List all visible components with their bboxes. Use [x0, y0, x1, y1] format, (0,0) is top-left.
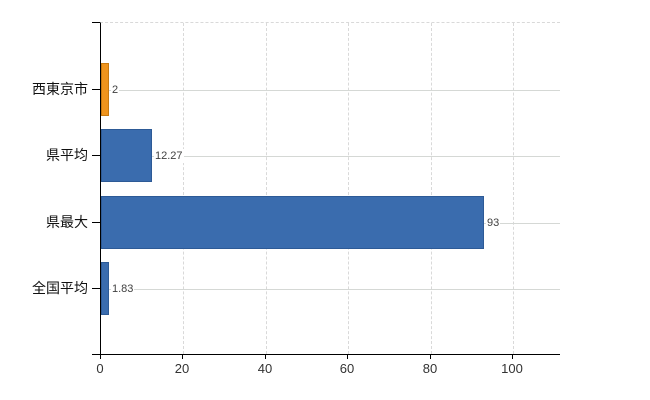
x-axis-tick-label: 100 [501, 361, 523, 376]
x-axis-tick-label: 80 [422, 361, 438, 376]
y-axis-tick [92, 155, 100, 156]
category-label: 全国平均 [32, 280, 88, 296]
horizontal-gridline [101, 90, 560, 91]
bar-value-label: 1.83 [111, 282, 135, 296]
vertical-gridline [348, 23, 349, 354]
category-label: 西東京市 [32, 81, 88, 97]
x-axis-tick-label: 0 [96, 361, 104, 376]
bar-value-label: 12.27 [154, 149, 184, 163]
x-axis-tick [182, 355, 183, 359]
vertical-gridline [266, 23, 267, 354]
y-axis-tick [92, 222, 100, 223]
bar [101, 262, 109, 315]
x-axis-tick [100, 355, 101, 359]
plot-area: 2 12.27 93 1.83 [100, 22, 560, 355]
horizontal-gridline [101, 289, 560, 290]
x-axis-tick [347, 355, 348, 359]
x-axis-tick-label: 20 [174, 361, 190, 376]
bar-value-label: 93 [486, 216, 501, 230]
y-axis-tick [92, 89, 100, 90]
x-axis-tick-label: 40 [257, 361, 273, 376]
bar [101, 129, 152, 182]
vertical-gridline [513, 23, 514, 354]
horizontal-gridline [101, 156, 560, 157]
x-axis-tick-label: 60 [339, 361, 355, 376]
y-axis-tick [92, 22, 100, 23]
x-axis-tick [430, 355, 431, 359]
vertical-gridline [431, 23, 432, 354]
x-axis-tick [512, 355, 513, 359]
bar-value-label: 2 [111, 83, 120, 97]
category-label: 県最大 [46, 214, 88, 230]
y-axis-tick [92, 354, 100, 355]
bar [101, 63, 109, 116]
vertical-gridline [183, 23, 184, 354]
bar [101, 196, 484, 249]
x-axis-tick [265, 355, 266, 359]
category-label: 県平均 [46, 147, 88, 163]
y-axis-tick [92, 288, 100, 289]
